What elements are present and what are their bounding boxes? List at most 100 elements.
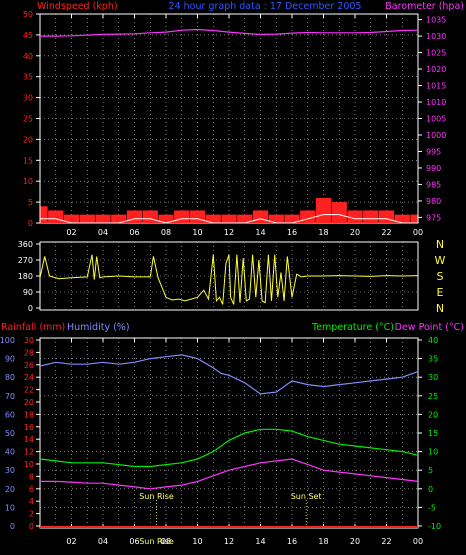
humidity-tick: 10	[5, 503, 15, 512]
x-tick-label: 18	[318, 537, 328, 546]
windspeed-tick: 30	[23, 94, 33, 103]
barometer-line	[40, 28, 419, 37]
x-tick-label: 08	[161, 537, 171, 546]
rainfall-tick: 12	[24, 448, 34, 457]
rainfall-tick: 6	[29, 485, 34, 494]
barometer-tick: 975	[426, 213, 441, 222]
windspeed-tick: 20	[23, 135, 33, 144]
windspeed-bar	[363, 210, 379, 223]
x-tick-label: 04	[98, 228, 108, 237]
dew-point-axis-label: Dew Point (°C)	[395, 322, 464, 333]
temperature-axis-label: Temperature (°C)	[311, 322, 394, 333]
windspeed-bar	[331, 202, 347, 223]
barometer-tick: 1030	[426, 32, 446, 41]
humidity-tick: 70	[5, 392, 15, 401]
rainfall-tick: 8	[29, 472, 34, 481]
x-tick-label: 14	[255, 228, 265, 237]
direction-degree-tick: 270	[18, 256, 33, 265]
humidity-tick: 40	[5, 448, 15, 457]
wind-baro-grid	[40, 14, 418, 223]
rainfall-tick: 18	[24, 410, 34, 419]
windspeed-tick: 40	[23, 52, 33, 61]
x-tick-label: 16	[287, 228, 297, 237]
x-tick-label: 12	[224, 228, 234, 237]
rainfall-tick: 22	[24, 386, 34, 395]
sun-event-label: Sun Rise	[139, 492, 174, 501]
windspeed-bar	[268, 214, 284, 223]
gust-line	[40, 214, 418, 224]
windspeed-bar	[300, 210, 316, 223]
windspeed-bar	[205, 214, 221, 223]
sun-event-label: Sun Set	[291, 492, 322, 501]
windspeed-bar	[252, 210, 269, 223]
humidity-tick: 30	[5, 466, 15, 475]
compass-tick: N	[436, 302, 444, 315]
windspeed-bar	[158, 214, 174, 223]
x-tick-label: 12	[224, 537, 234, 546]
windspeed-tick: 5	[28, 198, 33, 207]
windspeed-bar	[284, 214, 300, 223]
wind-direction-grid	[40, 242, 418, 310]
temperature-tick: 0	[428, 485, 433, 494]
x-tick-label: 18	[318, 228, 328, 237]
x-tick-label: 10	[192, 228, 202, 237]
barometer-tick: 985	[426, 180, 441, 189]
temperature-tick: 40	[428, 336, 438, 345]
temperature-tick: 25	[428, 392, 438, 401]
humidity-tick: 90	[5, 355, 15, 364]
windspeed-bar	[347, 210, 363, 223]
windspeed-bar	[189, 210, 206, 223]
direction-degrees-axis: 0 90 180 270 360	[18, 240, 40, 313]
compass-tick: S	[437, 270, 444, 283]
barometer-tick: 980	[426, 197, 441, 206]
humidity-tick: 50	[5, 429, 15, 438]
direction-degree-tick: 90	[23, 288, 33, 297]
x-tick-label: 20	[350, 537, 360, 546]
x-tick-label: 02	[66, 228, 76, 237]
rainfall-tick: 2	[29, 510, 34, 519]
humidity-tick: 60	[5, 410, 15, 419]
barometer-tick: 1020	[426, 65, 446, 74]
x-tick-label: 06	[129, 228, 139, 237]
rainfall-tick: 24	[24, 373, 34, 382]
windspeed-tick: 25	[23, 115, 33, 124]
windspeed-bar	[410, 214, 418, 223]
windspeed-tick: 35	[23, 73, 33, 82]
chart-title: 24 hour graph data : 17 December 2005	[169, 1, 362, 12]
humidity-tick: 80	[5, 373, 15, 382]
x-tick-label: 00	[413, 228, 423, 237]
windspeed-bar	[63, 214, 80, 223]
humidity-tick: 20	[5, 485, 15, 494]
x-tick-label: 04	[98, 537, 108, 546]
direction-degree-tick: 360	[18, 240, 33, 249]
x-tick-label: 10	[192, 537, 202, 546]
temperature-tick: -5	[428, 503, 436, 512]
humidity-tick: 100	[0, 336, 15, 345]
barometer-tick: 995	[426, 147, 441, 156]
humidity-line	[39, 354, 419, 395]
humidity-tick: 0	[10, 522, 15, 531]
windspeed-axis: 0 5 10 15 20 25 30 35 40 45 50	[23, 10, 40, 228]
x-tick-label: 08	[161, 228, 171, 237]
rainfall-tick: 14	[24, 435, 34, 444]
temperature-tick: 30	[428, 373, 438, 382]
windspeed-bar	[111, 214, 127, 223]
dew-point-line	[40, 458, 419, 490]
x-tick-label: 22	[381, 228, 391, 237]
barometer-tick: 1015	[426, 82, 446, 91]
rainfall-tick: 26	[24, 361, 34, 370]
windspeed-bar	[394, 214, 410, 223]
temperature-tick: 10	[428, 448, 438, 457]
wind-direction-line	[39, 254, 419, 305]
temperature-tick: -10	[428, 522, 441, 531]
direction-degree-tick: 180	[18, 272, 33, 281]
sun-events: Sun Rise Sun Set Sun Rise	[139, 492, 321, 546]
x-tick-label: 06	[129, 537, 139, 546]
windspeed-axis-label: Windspeed (kph)	[37, 1, 118, 12]
humidity-axis: 0 10 20 30 40 50 60 70 80 90 100	[0, 336, 15, 531]
